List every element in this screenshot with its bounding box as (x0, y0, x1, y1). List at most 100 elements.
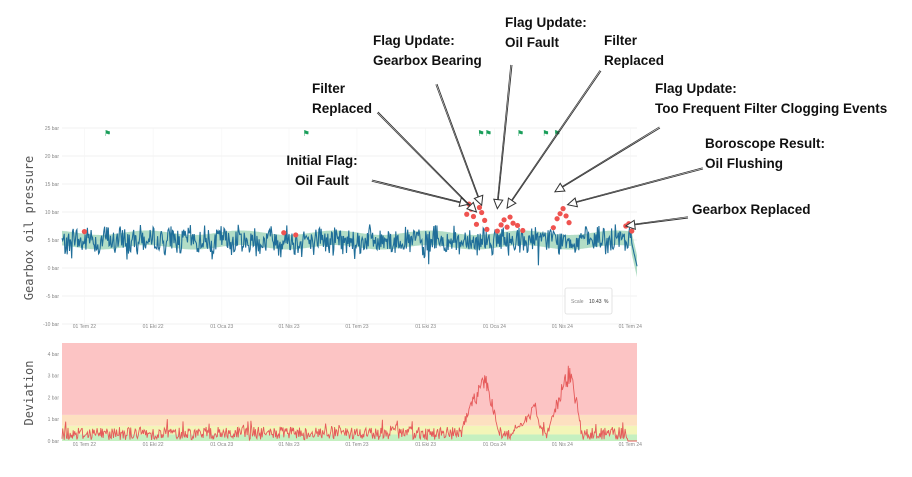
deviation-y-tick: 0 bar (48, 439, 60, 445)
pressure-x-tick: 01 Tem 22 (73, 324, 96, 330)
deviation-zones (62, 343, 637, 441)
scale-box-unit: % (604, 299, 609, 305)
pressure-x-ticks: 01 Tem 22 01 Eki 22 01 Oca 23 01 Nis 23 01 T… (73, 324, 642, 330)
deviation-line-group (61, 365, 637, 442)
annotation-text: Oil Flushing (705, 156, 783, 171)
annotation: Flag Update: Gearbox Bearing (373, 33, 484, 207)
deviation-x-tick: 01 Tem 22 (73, 442, 96, 448)
annotation-text: Flag Update: (373, 33, 455, 48)
annotation-arrow-shaft (631, 217, 689, 226)
pressure-x-tick: 01 Tem 24 (619, 324, 642, 330)
anomaly-point (520, 227, 526, 234)
annotation-text: Too Frequent Filter Clogging Events (655, 101, 887, 116)
anomaly-point (81, 229, 88, 235)
deviation-x-ticks: 01 Tem 22 01 Eki 22 01 Oca 23 01 Nis 23 01 T… (73, 442, 642, 448)
pressure-line (61, 224, 638, 267)
deviation-x-tick: 01 Oca 23 (210, 442, 233, 448)
annotation-arrow-shaft (497, 64, 513, 203)
anomaly-points (81, 201, 635, 238)
anomaly-point (281, 230, 287, 236)
pressure-x-tick: 01 Nis 24 (552, 324, 573, 330)
annotation-arrow-head (473, 194, 484, 207)
annotation-arrow-shaft (371, 180, 464, 204)
anomaly-point (560, 206, 566, 212)
flag-icon: ⚑ (485, 129, 492, 138)
anomaly-point (476, 204, 483, 211)
annotation-arrow-shaft (436, 83, 481, 200)
anomaly-point (557, 211, 563, 217)
anomaly-point (550, 225, 556, 231)
anomaly-point (510, 220, 516, 226)
annotation-text: Gearbox Bearing (373, 53, 482, 68)
flag-icon: ⚑ (104, 129, 111, 138)
anomaly-point (498, 222, 504, 228)
deviation-y-tick: 3 bar (48, 374, 60, 380)
annotation-text: Replaced (604, 53, 664, 68)
annotation-arrow-shaft (496, 64, 512, 203)
deviation-x-tick: 01 Oca 24 (483, 442, 506, 448)
annotation-arrow-shaft (371, 179, 464, 204)
annotation-text: Boroscope Result: (705, 136, 825, 151)
pressure-y-ticks: 25 bar 20 bar 15 bar 10 bar 5 bar 0 bar -5 bar… (43, 126, 59, 328)
pressure-y-tick: -5 bar (46, 294, 59, 300)
deviation-y-tick: 4 bar (48, 352, 60, 358)
annotation: Filter Replaced (312, 81, 478, 213)
annotation-arrow-shaft (509, 70, 601, 203)
flag-icon: ⚑ (477, 129, 484, 138)
annotation-text: Replaced (312, 101, 372, 116)
annotation-arrow-shaft (435, 84, 480, 201)
anomaly-point (629, 228, 635, 234)
anomaly-point (514, 222, 521, 229)
anomaly-point (554, 216, 560, 222)
deviation-x-tick: 01 Tem 24 (619, 442, 642, 448)
annotation-text: Oil Fault (505, 35, 560, 50)
pressure-chart: 25 bar 20 bar 15 bar 10 bar 5 bar 0 bar -5 bar… (22, 126, 642, 330)
deviation-x-tick: 01 Eki 23 (415, 442, 436, 448)
pressure-y-tick: 20 bar (45, 154, 60, 160)
flag-icon: ⚑ (517, 129, 524, 138)
pressure-x-tick: 01 Tem 23 (345, 324, 368, 330)
scale-box: Scale 10.43 % (564, 287, 613, 315)
deviation-y-ticks: 4 bar 3 bar 2 bar 1 bar 0 bar (48, 352, 60, 445)
deviation-y-tick: 2 bar (48, 395, 60, 401)
anomaly-point (504, 224, 510, 230)
scale-box-frame (564, 287, 613, 315)
pressure-y-tick: 25 bar (45, 126, 60, 132)
annotation-arrow-shaft (573, 167, 703, 203)
deviation-zone (62, 414, 637, 426)
anomaly-point (479, 209, 485, 216)
pressure-y-tick: -10 bar (43, 322, 59, 328)
annotation-text: Filter (312, 81, 346, 96)
annotation-arrow-shaft (573, 168, 704, 204)
pressure-y-tick: 10 bar (45, 210, 60, 216)
anomaly-point (563, 213, 569, 219)
anomaly-point (293, 232, 299, 238)
annotation-text: Filter (604, 33, 638, 48)
annotation-arrow-head (493, 198, 504, 210)
pressure-x-tick: 01 Nis 23 (278, 324, 299, 330)
deviation-x-tick: 01 Eki 22 (143, 442, 164, 448)
deviation-y-axis-label: Deviation (22, 360, 36, 425)
annotation-arrow-head (465, 201, 478, 213)
anomaly-point (473, 221, 480, 227)
anomaly-point (507, 214, 513, 220)
annotation: Boroscope Result: Oil Flushing (566, 136, 825, 208)
flag-icon: ⚑ (542, 129, 549, 138)
annotation-arrow-shaft (559, 126, 660, 189)
pressure-plot-area (62, 128, 637, 324)
deviation-line (61, 365, 637, 442)
annotation-layer: Initial Flag:Oil FaultFilterReplacedFlag… (286, 15, 887, 231)
scale-box-label: Scale (571, 299, 584, 305)
pressure-x-tick: 01 Eki 23 (415, 324, 436, 330)
pressure-line-group (61, 224, 638, 267)
annotation-arrow-shaft (377, 111, 473, 209)
annotation-arrow-shaft (631, 216, 688, 225)
deviation-y-tick: 1 bar (48, 417, 60, 423)
annotation-text: Oil Fault (295, 173, 350, 188)
pressure-x-tick: 01 Oca 24 (483, 324, 506, 330)
annotation-text: Initial Flag: (286, 153, 357, 168)
deviation-x-tick: 01 Tem 23 (345, 442, 368, 448)
pressure-y-tick: 15 bar (45, 182, 60, 188)
annotation: Initial Flag: Oil Fault (286, 153, 471, 208)
